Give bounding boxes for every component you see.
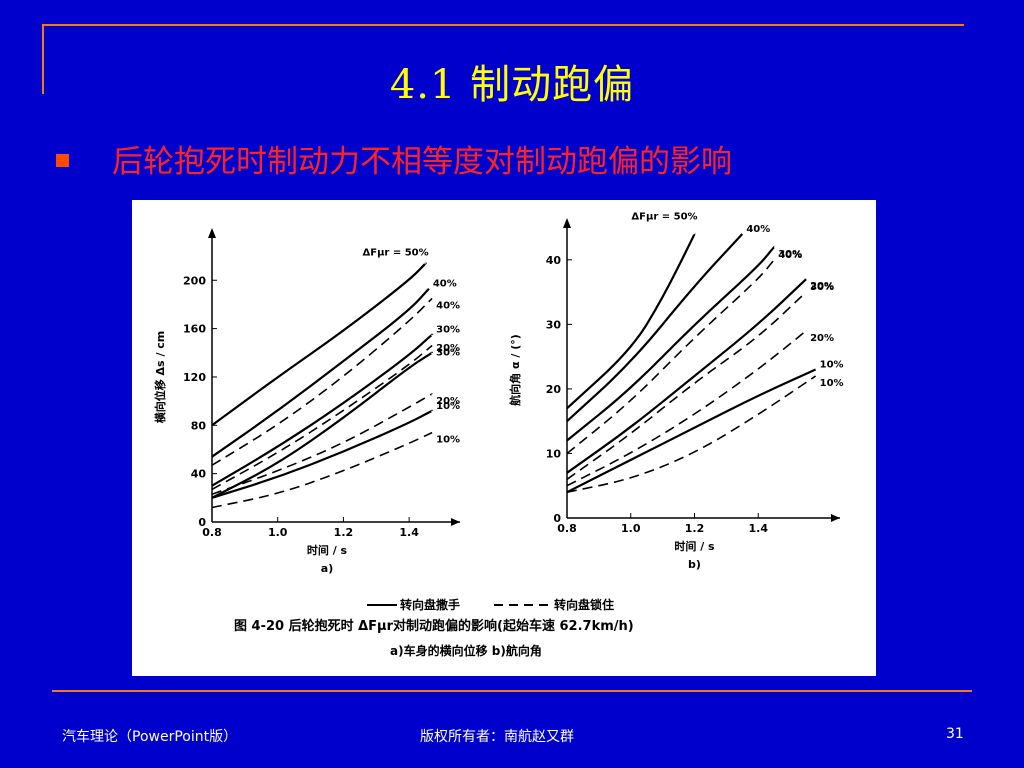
- series-label: 40%: [778, 250, 802, 261]
- series-label: 10%: [436, 435, 460, 446]
- series-line-solid: [566, 278, 807, 474]
- y-tick-label: 0: [553, 512, 561, 525]
- series-label: 30%: [778, 249, 802, 260]
- series-line-dashed: [566, 330, 807, 487]
- series-label: 10%: [820, 378, 844, 389]
- x-tick-label: 0.8: [202, 526, 222, 539]
- y-tick-label: 160: [183, 323, 206, 336]
- x-tick-label: 1.2: [685, 522, 705, 535]
- x-tick-label: 1.0: [268, 526, 288, 539]
- series-label: 40%: [436, 300, 460, 311]
- legend: 转向盘撒手 转向盘锁住: [367, 597, 614, 612]
- left-rule: [42, 24, 44, 94]
- y-tick-label: 200: [183, 274, 206, 287]
- top-rule: [42, 24, 964, 26]
- sublabel: b): [688, 558, 701, 571]
- series-label: 30%: [810, 282, 834, 293]
- series-line-solid: [211, 333, 434, 487]
- series-line-dashed: [211, 297, 433, 466]
- bullet-text: 后轮抱死时制动力不相等度对制动跑偏的影响: [112, 144, 732, 180]
- series-title: ΔFμr = 50%: [363, 247, 429, 258]
- chart-b: 0.8 1.0 1.2 1.4 0 10 20 30 40 时间 / s b) 航向角 α / (°)…: [508, 212, 844, 571]
- figure-caption-sub: a)车身的横向位移 b)航向角: [390, 643, 542, 658]
- bullet-icon: [56, 154, 69, 167]
- footer-left: 汽车理论（PowerPoint版）: [62, 729, 238, 745]
- y-tick-label: 40: [546, 254, 562, 267]
- bottom-rule: [52, 690, 972, 692]
- series-label: 20%: [810, 333, 834, 344]
- x-tick-label: 1.0: [621, 522, 641, 535]
- x-tick-label: 1.4: [399, 526, 419, 539]
- series-title: ΔFμr = 50%: [631, 212, 697, 223]
- series-line-solid: [211, 287, 430, 458]
- footer-center: 版权所有者：南航赵又群: [420, 729, 574, 745]
- x-axis-arrow: [451, 518, 460, 526]
- x-axis-arrow: [831, 514, 840, 522]
- chart-a: 0.8 1.0 1.2 1.4 0 40 80 120 160 200 时间 / s a) 横向位移 Δ…: [153, 228, 460, 575]
- series-line-solid: [566, 233, 744, 423]
- y-tick-label: 80: [191, 419, 207, 432]
- sublabel: a): [321, 562, 333, 575]
- series-label: 20%: [436, 396, 460, 407]
- series-label: 10%: [820, 360, 844, 371]
- y-tick-label: 10: [546, 447, 562, 460]
- x-axis-label: 时间 / s: [307, 543, 348, 557]
- series-line-solid: [566, 245, 776, 442]
- page-number: 31: [946, 726, 964, 742]
- figure-panel: 0.8 1.0 1.2 1.4 0 40 80 120 160 200 时间 / s a) 横向位移 Δ…: [132, 200, 876, 676]
- y-axis-label: 横向位移 Δs / cm: [153, 331, 167, 424]
- series-line-dashed: [566, 291, 807, 480]
- series-label: 40%: [746, 224, 770, 235]
- series-line-dashed: [211, 431, 433, 509]
- series-label: 30%: [436, 348, 460, 359]
- y-tick-label: 120: [183, 371, 206, 384]
- y-tick-label: 40: [191, 468, 207, 481]
- legend-solid-label: 转向盘撒手: [400, 597, 460, 612]
- y-tick-label: 30: [546, 318, 562, 331]
- legend-dashed-label: 转向盘锁住: [554, 597, 614, 612]
- x-tick-label: 0.8: [557, 522, 577, 535]
- slide-title: 4.1 制动跑偏: [389, 62, 635, 108]
- figure-caption: 图 4-20 后轮抱死时 ΔFμr对制动跑偏的影响(起始车速 62.7km/h): [234, 618, 634, 634]
- series-label: 20%: [436, 343, 460, 354]
- x-tick-label: 1.4: [749, 522, 769, 535]
- y-axis-arrow: [208, 228, 216, 238]
- series-line-dashed: [566, 375, 817, 493]
- series-line-solid: [566, 368, 817, 494]
- series-line-solid: [211, 351, 434, 499]
- series-line-dashed: [211, 344, 433, 491]
- series-label: 40%: [433, 279, 457, 290]
- series-line-solid: [566, 232, 696, 410]
- series-line-solid: [211, 262, 427, 427]
- series-label: 10%: [436, 401, 460, 412]
- y-tick-label: 0: [198, 516, 206, 529]
- x-axis-label: 时间 / s: [674, 539, 715, 553]
- series-label: 30%: [436, 325, 460, 336]
- y-axis-arrow: [563, 218, 571, 228]
- series-line-dashed: [211, 393, 433, 495]
- series-label: 20%: [810, 281, 834, 292]
- y-tick-label: 20: [546, 383, 562, 396]
- series-line-solid: [211, 409, 434, 499]
- x-tick-label: 1.2: [334, 526, 354, 539]
- series-line-dashed: [566, 259, 775, 455]
- y-axis-label: 航向角 α / (°): [508, 334, 522, 406]
